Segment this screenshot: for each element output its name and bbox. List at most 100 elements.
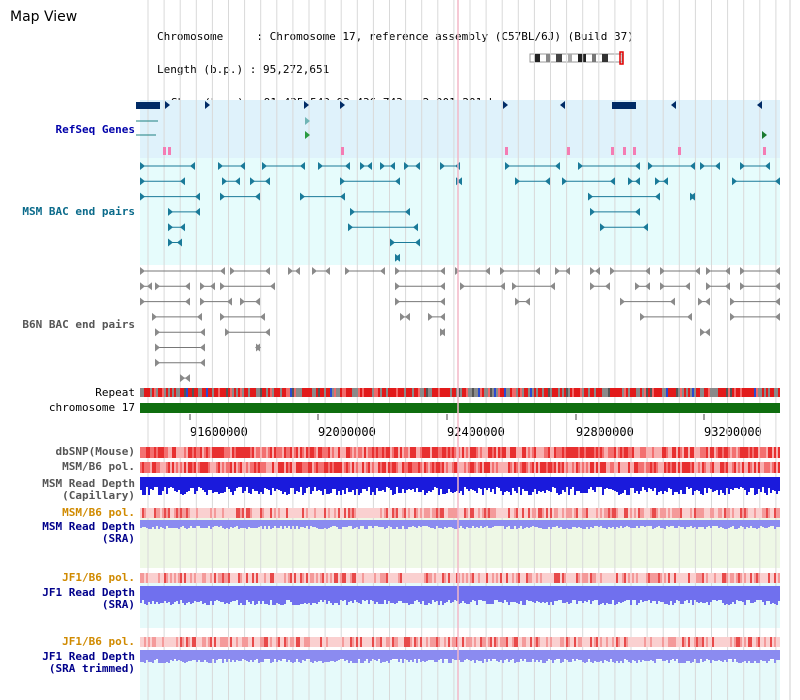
track-label-msm-depth-capillary[interactable]: MSM Read Depth (Capillary) [42,478,135,502]
msm-pol-cell [728,462,730,473]
repeat-segment [230,388,232,397]
dbsnp-cell [236,447,238,458]
jf1-trimmed-depth-bar [360,650,362,663]
capillary-depth-bar [746,477,748,495]
capillary-depth-bar [414,477,416,492]
jf1-trimmed-depth-bar [452,650,454,659]
capillary-depth-bar [748,477,750,492]
jf1-sra-depth-bar [266,586,268,604]
track-label-msm-b6-pol-2[interactable]: MSM/B6 pol. [62,506,135,519]
dbsnp-cell [682,447,684,458]
track-label-dbsnp[interactable]: dbSNP(Mouse) [55,445,135,458]
dbsnp-cell [558,447,560,458]
dbsnp-cell [432,447,434,458]
repeat-segment [164,388,166,397]
dbsnp-cell [498,447,500,458]
jf1-pol-cell [176,637,178,647]
msm-sra-depth-bar [776,520,778,527]
msm-pol-cell [678,462,680,473]
capillary-depth-bar [342,477,344,490]
length-line: Length (b.p.) : 95,272,651 [157,63,330,76]
msm-pol-cell [428,508,430,518]
jf1-pol-cell [406,573,408,583]
msm-pol-cell [250,508,252,518]
msm-pol-cell [716,462,718,473]
jf1-sra-depth-bar [342,586,344,601]
jf1-pol-cell [680,573,682,583]
msm-pol-cell [536,508,538,518]
jf1-trimmed-depth-bar [250,650,252,660]
jf1-pol-cell [336,637,338,647]
jf1-trimmed-depth-bar [346,650,348,660]
msm-sra-depth-bar [560,520,562,527]
capillary-depth-bar [500,477,502,491]
track-label-msm-b6-pol[interactable]: MSM/B6 pol. [62,460,135,473]
jf1-sra-depth-bar [316,586,318,604]
dbsnp-cell [192,447,194,458]
msm-pol-cell [742,508,744,518]
msm-sra-depth-bar [162,520,164,528]
msm-sra-depth-bar [696,520,698,529]
jf1-pol-cell [346,637,348,647]
msm-pol-cell [262,508,264,518]
track-label-jf1-depth-trimmed[interactable]: JF1 Read Depth (SRA trimmed) [42,651,135,675]
msm-pol-cell [168,508,170,518]
jf1-pol-cell [224,573,226,583]
track-label-b6n-bac[interactable]: B6N BAC end pairs [22,318,135,331]
repeat-segment [522,388,524,397]
msm-sra-depth-bar [732,520,734,526]
jf1-pol-cell [352,573,354,583]
track-label-msm-bac[interactable]: MSM BAC end pairs [22,205,135,218]
msm-pol-cell [218,508,220,518]
jf1-sra-depth-bar [430,586,432,604]
track-label-jf1-b6-pol[interactable]: JF1/B6 pol. [62,571,135,584]
jf1-pol-cell [568,573,570,583]
jf1-pol-cell [714,637,716,647]
msm-pol-cell [184,508,186,518]
msm-sra-depth-bar [490,520,492,528]
track-label-refseq[interactable]: RefSeq Genes [55,123,135,136]
jf1-trimmed-depth-bar [662,650,664,661]
track-label-jf1-b6-pol-2[interactable]: JF1/B6 pol. [62,635,135,648]
msm-sra-depth-bar [340,520,342,529]
jf1-sra-depth-bar [694,586,696,600]
msm-pol-cell [766,508,768,518]
jf1-pol-cell [688,637,690,647]
msm-pol-cell [518,462,520,473]
msm-pol-cell [172,508,174,518]
jf1-sra-depth-bar [654,586,656,601]
repeat-segment [568,388,570,397]
dbsnp-cell [564,447,566,458]
jf1-pol-cell [636,573,638,583]
msm-pol-cell [516,462,518,473]
msm-sra-depth-bar [260,520,262,526]
jf1-pol-cell [734,637,736,647]
jf1-sra-depth-bar [568,586,570,604]
bac-end-arrow [635,162,640,170]
jf1-sra-depth-bar [480,586,482,600]
track-label-chromosome[interactable]: chromosome 17 [48,401,135,414]
jf1-sra-depth-bar [564,586,566,603]
dbsnp-cell [148,447,150,458]
jf1-trimmed-depth-bar [286,650,288,662]
capillary-depth-bar [494,477,496,494]
track-label-msm-depth-sra[interactable]: MSM Read Depth (SRA) [42,521,135,545]
capillary-depth-bar [142,477,144,495]
jf1-trimmed-depth-bar [520,650,522,659]
msm-sra-depth-bar [318,520,320,529]
track-label-repeat[interactable]: Repeat [95,386,135,399]
msm-pol-cell [246,462,248,473]
chromosome-ideogram[interactable] [528,51,628,65]
jf1-trimmed-depth-bar [510,650,512,660]
bac-end-arrow [227,297,232,306]
msm-pol-cell [338,508,340,518]
dbsnp-cell [394,447,396,458]
msm-pol-cell [708,508,710,518]
track-label-jf1-depth-sra[interactable]: JF1 Read Depth (SRA) [42,587,135,611]
repeat-segment [482,388,484,397]
msm-pol-cell [474,508,476,518]
jf1-sra-depth-bar [590,586,592,604]
msm-pol-cell [748,462,750,473]
jf1-sra-depth-bar [606,586,608,603]
msm-sra-depth-bar [514,520,516,526]
